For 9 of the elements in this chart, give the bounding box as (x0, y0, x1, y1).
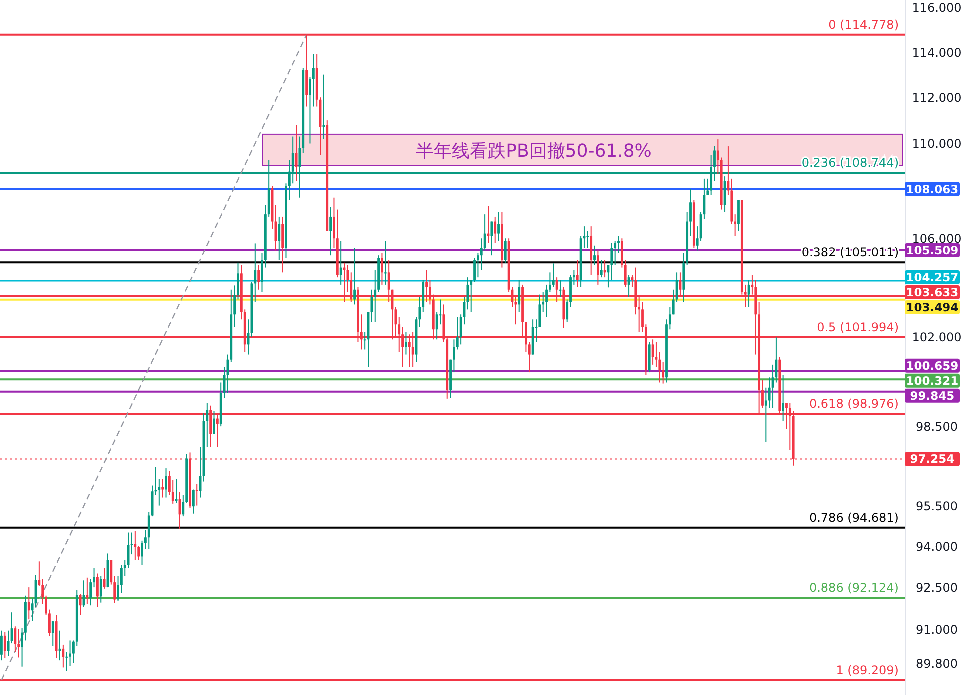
annotation: 0.786 (94.681) (809, 510, 899, 525)
band-label: 半年线看跌PB回撤50-61.8% (416, 141, 652, 162)
annotation: 0.5 (101.994) (817, 320, 899, 334)
ref-line-label: 97.254 (910, 452, 955, 466)
annotation: 0.886 (92.124) (809, 581, 899, 595)
annotation: 0.618 (98.976) (809, 397, 899, 412)
annotation: 0 (114.778) (828, 18, 899, 32)
annotation: 1 (89.209) (836, 663, 899, 678)
ref-line-label: 99.845 (910, 388, 955, 403)
